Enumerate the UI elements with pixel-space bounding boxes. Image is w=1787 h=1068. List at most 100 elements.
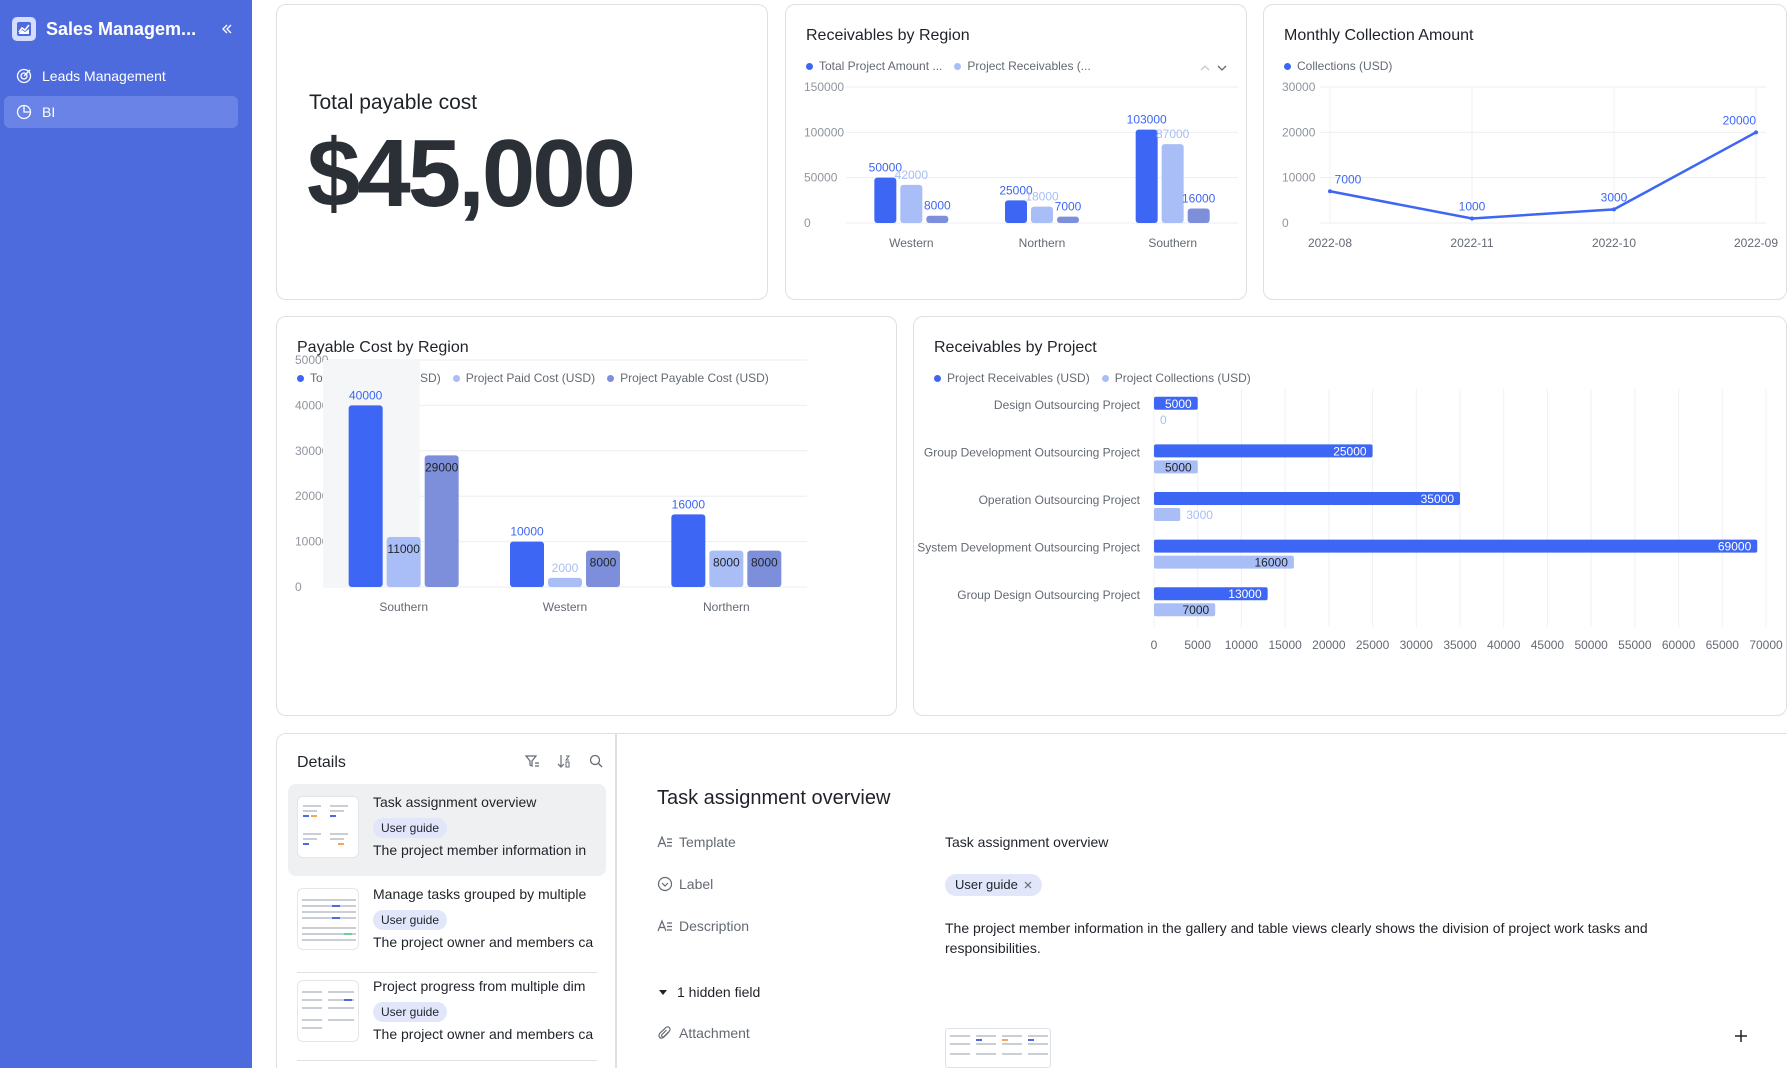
list-item[interactable]: Task assignment overview User guide The … xyxy=(288,784,606,876)
close-icon[interactable] xyxy=(1024,881,1032,889)
double-chevron-left-icon xyxy=(222,24,232,34)
y-tick-label: 100000 xyxy=(804,125,844,139)
search-icon xyxy=(589,754,603,768)
chart-legend: Project Receivables (USD) Project Collec… xyxy=(934,371,1251,385)
record-title: Task assignment overview xyxy=(657,787,891,809)
data-label: 16000 xyxy=(672,497,706,511)
bar xyxy=(747,550,782,587)
chart-card-receivables-by-region[interactable]: Receivables by Region Total Project Amou… xyxy=(785,4,1247,300)
list-item-title: Manage tasks grouped by multiple xyxy=(373,886,587,902)
bar xyxy=(348,405,383,587)
x-tick-label: 55000 xyxy=(1618,638,1652,652)
x-tick-label: 15000 xyxy=(1268,638,1302,652)
bar xyxy=(1154,444,1373,458)
data-label: 5000 xyxy=(1165,460,1192,474)
collapse-sidebar-button[interactable] xyxy=(214,16,240,42)
bar xyxy=(926,215,949,223)
data-point xyxy=(1612,207,1616,212)
sidebar-item-label: Leads Management xyxy=(42,68,166,84)
text-field-icon xyxy=(657,918,673,934)
y-tick-label: 0 xyxy=(1282,216,1289,230)
bar xyxy=(709,550,744,587)
attachment-thumbnail[interactable] xyxy=(945,1028,1051,1068)
x-tick-label: Western xyxy=(889,236,933,250)
search-button[interactable] xyxy=(585,750,607,772)
x-tick-label: 50000 xyxy=(1574,638,1608,652)
list-item-tag: User guide xyxy=(373,818,448,838)
app-logo-icon xyxy=(12,17,36,41)
x-tick-label: 2022-09 xyxy=(1734,236,1778,250)
legend-item[interactable]: Project Collections (USD) xyxy=(1101,371,1251,385)
field-label: Attachment xyxy=(679,1025,750,1041)
bar xyxy=(1154,396,1198,410)
bar xyxy=(1031,206,1053,223)
data-label: 50000 xyxy=(869,161,903,175)
text-field-icon xyxy=(657,834,673,850)
list-item[interactable]: Manage tasks grouped by multiple User gu… xyxy=(288,876,606,968)
bar xyxy=(1154,492,1460,505)
legend-dot-icon xyxy=(297,374,304,382)
legend-item[interactable]: Project Receivables (USD) xyxy=(934,371,1090,385)
legend-item[interactable]: Total Project Amount ... xyxy=(806,59,942,73)
y-tick-label: 150000 xyxy=(804,80,844,94)
legend-label: Collections (USD) xyxy=(1297,59,1393,73)
legend-dot-icon xyxy=(1284,62,1291,70)
kpi-label: Total payable cost xyxy=(309,91,478,114)
y-tick-label: Operation Outsourcing Project xyxy=(979,493,1141,507)
data-label: 10000 xyxy=(510,525,544,539)
legend-item[interactable]: Project Paid Cost (USD) xyxy=(452,371,595,385)
bar xyxy=(671,514,706,587)
hidden-fields-toggle[interactable]: 1 hidden field xyxy=(657,984,760,1000)
x-tick-label: 65000 xyxy=(1706,638,1740,652)
legend-item[interactable]: Project Payable Cost (USD) xyxy=(607,371,769,385)
legend-item[interactable]: Collections (USD) xyxy=(1284,59,1392,73)
x-tick-label: 60000 xyxy=(1662,638,1696,652)
data-label: 7000 xyxy=(1335,172,1362,186)
sort-button[interactable] xyxy=(553,750,575,772)
series-line xyxy=(1329,131,1757,220)
field-value-label-tag[interactable]: User guide xyxy=(945,874,1042,896)
data-label: 8000 xyxy=(924,199,951,213)
y-tick-label: Group Development Outsourcing Project xyxy=(924,445,1141,459)
x-tick-label: 5000 xyxy=(1184,638,1211,652)
chart-card-monthly-collection[interactable]: Monthly Collection Amount Collections (U… xyxy=(1263,4,1787,300)
sidebar: Sales Managem... Leads Management BI xyxy=(0,0,252,1068)
kpi-card[interactable]: Total payable cost $45,000 xyxy=(276,4,768,300)
chart-card-receivables-by-project[interactable]: Receivables by Project Project Receivabl… xyxy=(913,316,1787,716)
x-tick-label: Southern xyxy=(379,600,428,614)
legend-label: Total Project Amount ... xyxy=(819,59,943,73)
add-attachment-button[interactable] xyxy=(1729,1024,1753,1048)
chevron-down-icon[interactable] xyxy=(1217,65,1227,71)
y-tick-label: System Development Outsourcing Project xyxy=(917,541,1140,555)
y-tick-label: 30000 xyxy=(295,444,329,458)
legend-label: Project Payable Cost (USD) xyxy=(620,371,769,385)
sidebar-item-bi[interactable]: BI xyxy=(4,96,238,128)
data-label: 35000 xyxy=(1421,492,1455,506)
data-label: 7000 xyxy=(1182,603,1209,617)
chevron-up-icon[interactable] xyxy=(1200,65,1210,71)
bar xyxy=(1005,200,1027,223)
filter-button[interactable] xyxy=(521,750,543,772)
chart-legend: Collections (USD) xyxy=(1284,59,1392,73)
data-label: 25000 xyxy=(999,183,1033,197)
bar xyxy=(1154,508,1181,521)
legend-dot-icon xyxy=(1101,374,1109,382)
x-tick-label: 70000 xyxy=(1749,638,1783,652)
sidebar-header: Sales Managem... xyxy=(12,16,240,42)
chart-card-payable-cost-by-region[interactable]: Payable Cost by Region Total Project Cos… xyxy=(276,316,897,716)
data-label: 20000 xyxy=(1723,113,1757,127)
x-tick-label: Northern xyxy=(703,600,750,614)
pie-chart-icon xyxy=(16,104,32,120)
data-label: 7000 xyxy=(1055,200,1082,214)
data-label: 40000 xyxy=(349,388,383,402)
legend-dot-icon xyxy=(806,62,813,70)
field-value-description[interactable]: The project member information in the ga… xyxy=(945,920,1648,956)
list-item[interactable]: Project progress from multiple dim User … xyxy=(288,968,606,1060)
bar xyxy=(510,541,544,587)
check-circle-icon xyxy=(657,876,673,892)
field-value-template[interactable]: Task assignment overview xyxy=(945,834,1109,850)
sidebar-item-leads-management[interactable]: Leads Management xyxy=(4,60,238,92)
y-tick-label: 0 xyxy=(804,216,811,230)
legend-item[interactable]: Project Receivables (... xyxy=(954,59,1091,73)
